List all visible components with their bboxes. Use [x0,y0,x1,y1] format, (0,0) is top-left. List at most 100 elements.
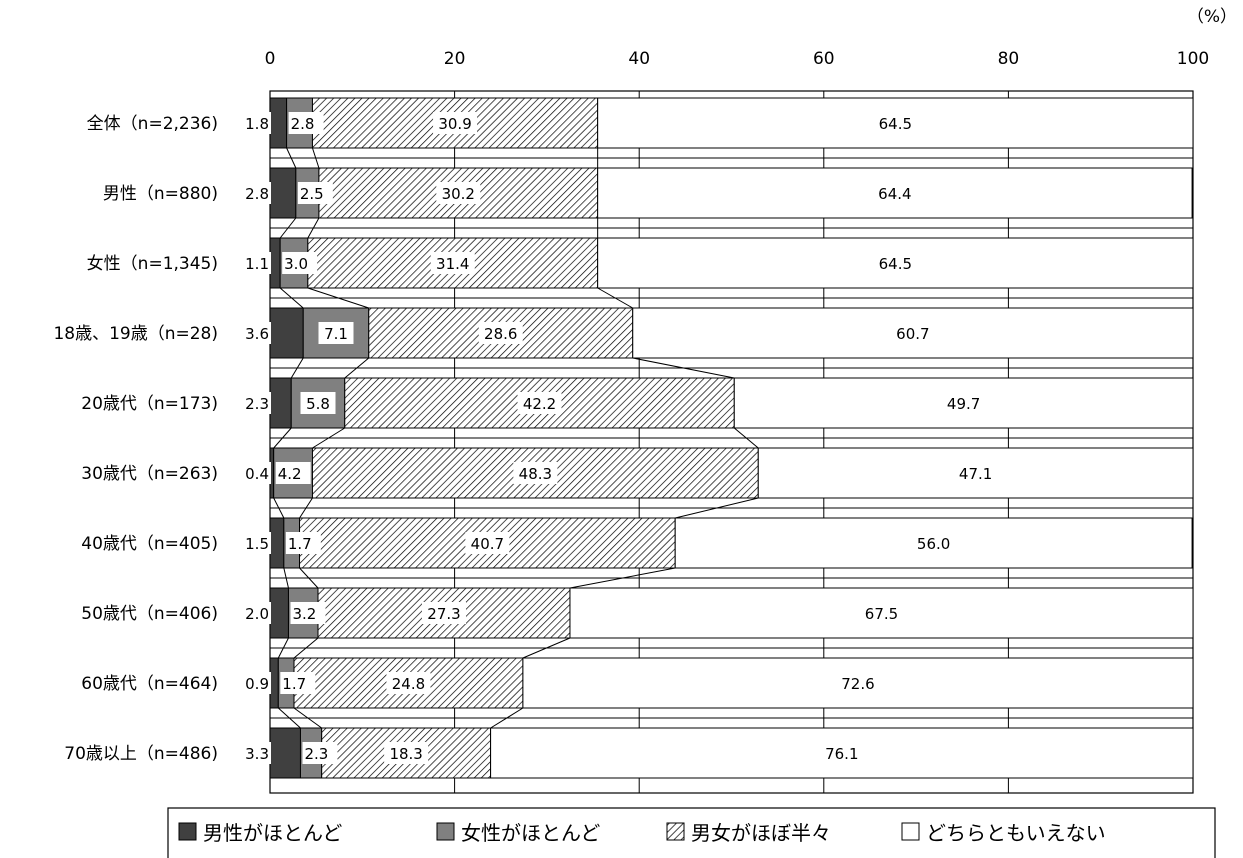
series-connector-line [490,707,524,729]
data-label: 42.2 [523,395,556,413]
data-label-bg [430,252,475,274]
data-label: 40.7 [471,535,504,553]
bar-segment [269,587,289,639]
data-label: 3.2 [292,605,316,623]
bar-segment [269,657,279,709]
x-tick-label: 80 [998,49,1020,69]
data-label-bg [386,672,431,694]
data-label-bg [297,182,333,204]
data-label: 0.4 [245,465,269,483]
data-label: 2.3 [245,395,269,413]
series-connector-line [344,357,370,379]
data-label: 5.8 [306,395,330,413]
series-connector-line [277,637,289,659]
data-label-bg [873,112,918,134]
data-label-bg [873,252,918,274]
data-label: 4.2 [278,465,302,483]
legend-label: 男女がほぼ半々 [691,821,831,845]
unit-label: （%） [1187,7,1237,27]
data-label: 56.0 [917,535,950,553]
data-label-bg [236,182,271,204]
series-connector-line [312,427,346,449]
legend-label: どちらともいえない [926,821,1106,845]
data-label-bg [384,742,429,764]
data-label-bg [941,392,986,414]
data-label-bg [288,112,324,134]
data-label: 64.5 [879,115,912,133]
x-tick-label: 0 [265,49,276,69]
data-label-bg [465,532,510,554]
data-label: 49.7 [947,395,980,413]
data-label: 1.7 [282,675,306,693]
data-label: 24.8 [392,675,425,693]
data-label: 30.2 [442,185,475,203]
data-label: 2.3 [304,745,328,763]
data-label: 28.6 [484,325,517,343]
data-label: 72.6 [841,675,874,693]
data-label-bg [890,322,935,344]
data-label-bg [433,112,478,134]
data-label-bg [236,602,271,624]
data-label: 0.9 [245,675,269,693]
series-connector-line [597,287,633,309]
category-label: 女性（n=1,345) [87,254,218,274]
legend-box [167,807,1216,858]
series-connector-line [293,707,322,729]
data-label: 64.4 [878,185,911,203]
data-label: 1.8 [245,115,269,133]
bar-segment [269,727,301,779]
data-label-bg [859,602,904,624]
data-label-bg [236,742,271,764]
data-label-bg [302,742,338,764]
data-label-bg [275,462,311,484]
data-label-bg [872,182,917,204]
data-label: 1.1 [245,255,269,273]
series-connector-line [632,357,735,379]
legend-swatch [436,822,455,841]
data-label-bg [236,322,271,344]
series-connector-line [675,497,759,519]
plot-area-border [269,90,1194,794]
data-label-bg [819,742,864,764]
bar-segment [269,237,281,289]
series-connector-line [293,637,319,659]
series-connector-line [522,637,571,659]
data-label-bg [236,252,271,274]
series-connector-line [311,147,320,169]
data-label-bg [953,462,998,484]
series-connector-line [279,217,297,239]
series-connector-line [733,427,759,449]
data-label: 48.3 [519,465,552,483]
data-label: 3.6 [245,325,269,343]
series-connector-line [273,427,292,449]
data-label: 47.1 [959,465,992,483]
data-label-bg [421,602,466,624]
bar-segment [269,167,297,219]
category-label: 60歳代（n=464) [81,674,218,694]
data-label-bg [517,392,562,414]
bar-segment [269,517,285,569]
data-label-bg [282,252,318,274]
category-label: 18歳、19歳（n=28) [53,324,218,344]
category-label: 30歳代（n=263) [81,464,218,484]
data-label: 76.1 [825,745,858,763]
data-label-bg [290,602,326,624]
data-label-bg [236,532,271,554]
series-connector-line [307,287,369,309]
data-label-bg [280,672,316,694]
series-connector-line [569,567,676,589]
data-label-bg [513,462,558,484]
data-label-bg [236,112,271,134]
data-label-bg [236,462,271,484]
data-label: 30.9 [438,115,471,133]
data-label: 60.7 [896,325,929,343]
data-label-bg [236,672,271,694]
data-label: 18.3 [389,745,422,763]
category-label: 70歳以上（n=486) [64,744,218,764]
bar-segment [269,377,292,429]
data-label: 3.0 [284,255,308,273]
legend-swatch [901,822,920,841]
x-tick-label: 40 [628,49,650,69]
legend-label: 男性がほとんど [203,821,342,845]
